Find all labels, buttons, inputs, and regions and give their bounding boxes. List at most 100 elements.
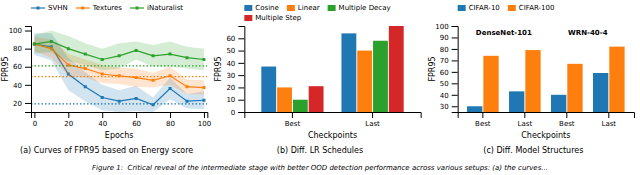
bar xyxy=(389,26,404,112)
tick-label: 90 xyxy=(440,34,449,42)
legend-item: Cosine xyxy=(244,4,279,12)
tick: 80 xyxy=(440,46,458,54)
tick-label: 40 xyxy=(226,60,235,68)
marker xyxy=(135,97,138,100)
tick: Last xyxy=(602,112,617,128)
marker xyxy=(101,58,104,61)
marker xyxy=(101,72,104,75)
legend-label: Multiple Decay xyxy=(339,4,391,12)
annotation: DenseNet-101 xyxy=(476,29,532,37)
legend-item: CIFAR-10 xyxy=(458,4,500,12)
tick: 40 xyxy=(13,82,31,90)
marker xyxy=(202,99,205,102)
tick: 20 xyxy=(226,84,244,92)
legend-item: Multiple Decay xyxy=(328,4,391,12)
legend-swatch xyxy=(244,15,252,21)
tick: 20 xyxy=(64,112,73,128)
legend-item: iNaturalist xyxy=(130,4,183,12)
tick-mark xyxy=(372,112,373,118)
panel: BestLastBestLastDenseNet-101WRN-40-43040… xyxy=(428,4,635,155)
tick: 80 xyxy=(166,112,175,128)
caption: (c) Diff. Model Structures xyxy=(483,146,583,155)
legend-swatch xyxy=(287,5,295,11)
legend-swatch xyxy=(37,7,40,10)
tick-mark xyxy=(136,112,137,118)
tick-label: Best xyxy=(559,120,575,128)
tick-mark xyxy=(452,37,458,38)
caption: (a) Curves of FPR95 based on Energy scor… xyxy=(20,146,193,155)
legend-item: Multiple Step xyxy=(244,14,302,22)
legend-swatch xyxy=(76,7,90,8)
tick-mark xyxy=(25,49,31,50)
tick-mark xyxy=(524,112,525,118)
bar xyxy=(357,51,372,112)
tick-label: 30 xyxy=(440,103,449,111)
tick-mark xyxy=(238,112,244,113)
marker xyxy=(185,56,188,59)
tick-label: 80 xyxy=(13,45,22,53)
marker xyxy=(84,85,87,88)
legend-swatch xyxy=(244,5,252,11)
tick: 100 xyxy=(435,23,457,31)
tick-mark xyxy=(238,100,244,101)
tick-label: 20 xyxy=(13,100,22,108)
tick-label: 80 xyxy=(440,46,449,54)
legend-label: Multiple Step xyxy=(255,14,302,22)
marks xyxy=(261,26,403,112)
tick-label: 100 xyxy=(435,23,448,31)
marks xyxy=(467,47,625,112)
tick-mark xyxy=(25,85,31,86)
tick-label: 40 xyxy=(440,92,449,100)
caption: (b) Diff. LR Schedules xyxy=(277,146,363,155)
bar xyxy=(373,41,388,112)
legend-label: SVHN xyxy=(48,4,68,12)
plot: BestLast0102030405060CheckpointsFPR95 xyxy=(214,26,421,140)
tick: 60 xyxy=(132,112,141,128)
axis-line xyxy=(238,27,245,113)
marker xyxy=(152,79,155,82)
legend: SVHNTexturesiNaturalist xyxy=(31,4,183,12)
tick-mark xyxy=(452,95,458,96)
tick: Best xyxy=(285,112,301,128)
tick: 40 xyxy=(440,92,458,100)
plot: BestLastBestLastDenseNet-101WRN-40-43040… xyxy=(428,23,635,141)
bar xyxy=(551,95,566,112)
tick: 70 xyxy=(440,57,458,65)
tick-label: 40 xyxy=(98,120,107,128)
tick-label: Last xyxy=(365,120,380,128)
y-axis: 30405060708090100 xyxy=(435,23,458,113)
tick-mark xyxy=(238,87,244,88)
tick-label: 30 xyxy=(226,72,235,80)
reference-line xyxy=(31,65,207,66)
x-axis: Best Last xyxy=(245,112,421,128)
tick-label: 60 xyxy=(440,69,449,77)
figure-caption: Figure 1: Critical reveal of the interme… xyxy=(92,164,548,172)
tick-label: 10 xyxy=(226,96,235,104)
tick-label: 80 xyxy=(166,120,175,128)
legend-item: Linear xyxy=(287,4,320,12)
marks xyxy=(31,31,207,112)
axis-line xyxy=(25,27,32,113)
marker xyxy=(202,86,205,89)
tick-mark xyxy=(204,112,205,118)
tick: 60 xyxy=(226,35,244,43)
legend-swatch xyxy=(136,7,139,10)
tick-label: Best xyxy=(475,120,491,128)
legend-label: CIFAR-100 xyxy=(519,4,555,12)
figure: 02040608010020406080100EpochsFPR95SVHNTe… xyxy=(0,0,640,175)
bar xyxy=(593,73,608,112)
legend-swatch xyxy=(81,7,84,10)
legend: Cosine Linear Multiple Decay Multiple Step xyxy=(244,4,390,22)
bar xyxy=(483,56,498,112)
tick-mark xyxy=(238,75,244,76)
tick-mark xyxy=(566,112,567,118)
marker xyxy=(152,54,155,57)
marker xyxy=(202,58,205,61)
tick: 30 xyxy=(226,72,244,80)
tick: 20 xyxy=(13,100,31,108)
tick: 100 xyxy=(9,27,31,35)
tick-mark xyxy=(452,72,458,73)
x-axis: BestLastBestLast xyxy=(458,112,634,128)
tick: 40 xyxy=(226,60,244,68)
reference-line xyxy=(31,103,207,104)
